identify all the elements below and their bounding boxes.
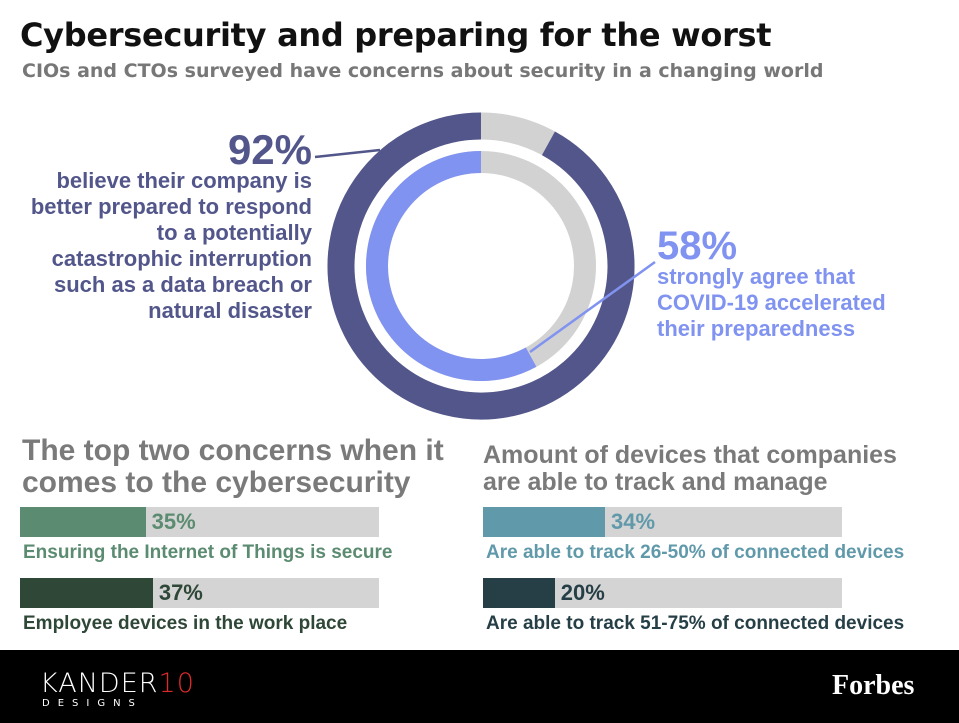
category-label: Are able to track 51-75% of connected de… (486, 613, 905, 634)
logo-text: 10 (158, 668, 195, 699)
value-label: 37% (158, 580, 203, 605)
section-title: The top two concerns when it comes to th… (22, 434, 444, 499)
bar (483, 578, 555, 608)
category-label: Ensuring the Internet of Things is secur… (23, 542, 393, 563)
value-label: 20% (560, 580, 605, 605)
subtitle: CIOs and CTOs surveyed have concerns abo… (22, 60, 824, 82)
pointer-line (529, 260, 656, 354)
donut-arc (327, 112, 635, 420)
series-label: believe their company is better prepared… (30, 168, 312, 323)
value-label: 92% (227, 126, 312, 173)
donut-arc (366, 151, 537, 381)
bar (20, 507, 146, 537)
value-label: 58% (657, 224, 738, 268)
logo: KANDER10 (40, 668, 195, 699)
value-label: 35% (151, 509, 196, 534)
value-label: 34% (611, 509, 656, 534)
title: Cybersecurity and preparing for the wors… (20, 16, 772, 54)
series-label: strongly agree that COVID-19 accelerated… (657, 264, 886, 341)
logo: Forbes (832, 670, 915, 701)
logo-text: KANDER (40, 668, 159, 699)
bar (483, 507, 606, 537)
footer: KANDER10 DESIGNS Forbes (0, 650, 959, 723)
section-title: Amount of devices that companies are abl… (483, 441, 897, 496)
logo-sub: DESIGNS (42, 698, 143, 709)
donut-chart (314, 112, 656, 420)
pointer-line (314, 148, 381, 159)
category-label: Are able to track 26-50% of connected de… (486, 542, 905, 563)
category-label: Employee devices in the work place (23, 613, 348, 634)
bar (20, 578, 153, 608)
